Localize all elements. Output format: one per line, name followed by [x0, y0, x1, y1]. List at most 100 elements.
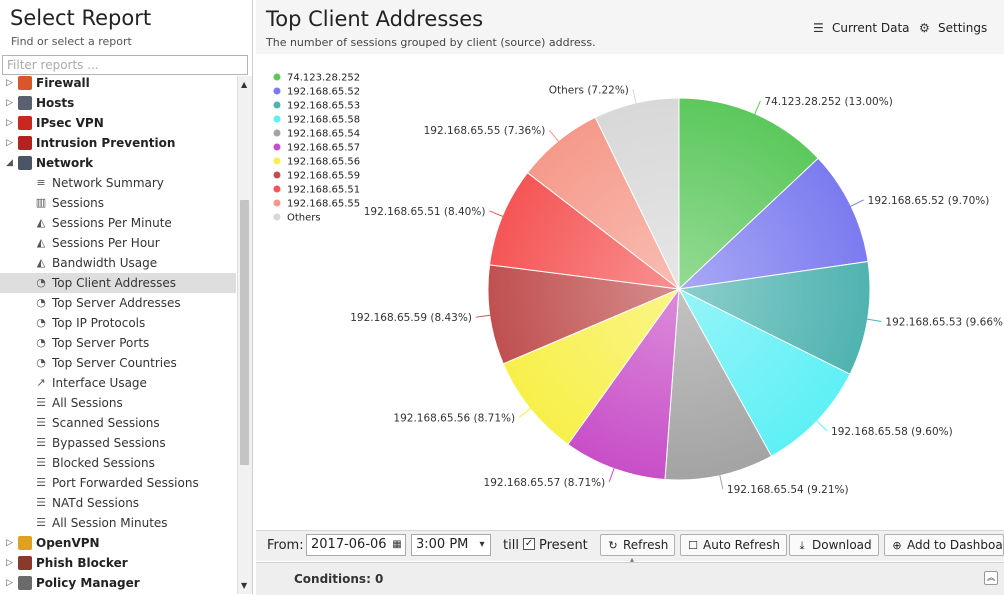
present-label: Present [539, 538, 588, 553]
auto-refresh-button[interactable]: ☐ Auto Refresh [680, 534, 787, 556]
scroll-up-icon[interactable]: ▲ [241, 80, 248, 89]
tree-report-item[interactable]: ☰ NATd Sessions [0, 493, 236, 513]
tree-category[interactable]: ▷ IPsec VPN [0, 113, 236, 133]
add-to-dashboard-label: Add to Dashboard [907, 538, 1003, 552]
tree-item-label: Sessions Per Hour [52, 236, 160, 250]
area-chart-icon: ◭ [36, 236, 46, 249]
tree-report-item[interactable]: ◔ Top Server Addresses [0, 293, 236, 313]
tree-item-label: Sessions Per Minute [52, 216, 172, 230]
legend-entry[interactable]: 192.168.65.58 [287, 115, 360, 126]
legend-marker[interactable] [273, 73, 281, 81]
chevron-down-icon[interactable]: ▾ [479, 539, 485, 550]
legend-marker[interactable] [273, 143, 281, 151]
firewall-icon [18, 76, 32, 90]
tree-report-item[interactable]: ☰ All Session Minutes [0, 513, 236, 533]
tree-report-item[interactable]: ☰ Bypassed Sessions [0, 433, 236, 453]
tree-report-item[interactable]: ◔ Top Server Ports [0, 333, 236, 353]
caret-right-icon[interactable]: ▷ [6, 118, 13, 128]
tree-item-label: Network Summary [52, 176, 164, 190]
caret-right-icon[interactable]: ▷ [6, 138, 13, 148]
slice-data-label: Others (7.22%) [549, 84, 629, 96]
caret-down-icon[interactable]: ◢ [6, 158, 13, 168]
tree-report-item[interactable]: ◭ Sessions Per Minute [0, 213, 236, 233]
pie-chart-icon: ◔ [36, 356, 46, 369]
caret-right-icon[interactable]: ▷ [6, 98, 13, 108]
tree-report-item[interactable]: ☰ Scanned Sessions [0, 413, 236, 433]
tree-report-item[interactable]: ≡ Network Summary [0, 173, 236, 193]
chart-area: 74.123.28.252 (13.00%) 192.168.65.52 (9.7… [256, 54, 1004, 528]
slice-data-label: 192.168.65.58 (9.60%) [831, 426, 953, 438]
tree-report-item[interactable]: ◭ Bandwidth Usage [0, 253, 236, 273]
add-to-dashboard-button[interactable]: ⊕ Add to Dashboard [884, 534, 1004, 556]
legend-marker[interactable] [273, 185, 281, 193]
tree-report-item[interactable]: ↗ Interface Usage [0, 373, 236, 393]
legend-entry[interactable]: 192.168.65.52 [287, 87, 360, 98]
legend-marker[interactable] [273, 115, 281, 123]
time-field[interactable]: 3:00 PM ▾ [411, 534, 491, 556]
legend-marker[interactable] [273, 199, 281, 207]
legend-entry[interactable]: 192.168.65.54 [287, 129, 360, 140]
conditions-panel[interactable]: Conditions: 0 ︽ [256, 562, 1004, 595]
tree-category[interactable]: ▷ Firewall [0, 76, 236, 93]
tree-category[interactable]: ▷ Phish Blocker [0, 553, 236, 573]
list-icon: ≡ [36, 176, 46, 189]
caret-right-icon[interactable]: ▷ [6, 558, 13, 568]
tree-category[interactable]: ▷ Policy Manager [0, 573, 236, 593]
legend-marker[interactable] [273, 157, 281, 165]
tree-category[interactable]: ▷ OpenVPN [0, 533, 236, 553]
tree-report-item[interactable]: ◔ Top Server Countries [0, 353, 236, 373]
legend-entry[interactable]: 192.168.65.53 [287, 101, 360, 112]
legend-entry[interactable]: 192.168.65.51 [287, 185, 360, 196]
legend-entry[interactable]: 192.168.65.55 [287, 199, 360, 210]
tree-report-item[interactable]: ☰ Port Forwarded Sessions [0, 473, 236, 493]
current-data-button[interactable]: ☰ Current Data [813, 20, 910, 36]
caret-right-icon[interactable]: ▷ [6, 78, 13, 88]
tree-item-label: Interface Usage [52, 376, 147, 390]
expand-icon[interactable]: ︽ [984, 571, 998, 585]
slice-label-connector [489, 210, 505, 218]
legend-entry[interactable]: 192.168.65.59 [287, 171, 360, 182]
network-icon [18, 156, 32, 170]
legend-entry[interactable]: 74.123.28.252 [287, 73, 360, 84]
caret-right-icon[interactable]: ▷ [6, 538, 13, 548]
scroll-down-icon[interactable]: ▼ [241, 581, 248, 590]
legend-marker[interactable] [273, 87, 281, 95]
splitter-handle[interactable]: ▴ [629, 555, 634, 564]
tree-report-item[interactable]: ☰ All Sessions [0, 393, 236, 413]
tree-category[interactable]: ▷ Intrusion Prevention [0, 133, 236, 153]
tree-category[interactable]: ◢ Network [0, 153, 236, 173]
tree-report-item[interactable]: ◔ Top IP Protocols [0, 313, 236, 333]
tree-report-item[interactable]: ◔ Top Client Addresses [0, 273, 236, 293]
legend-marker[interactable] [273, 171, 281, 179]
legend-marker[interactable] [273, 101, 281, 109]
phish-blocker-icon [18, 556, 32, 570]
tree-category[interactable]: ▷ Hosts [0, 93, 236, 113]
tree-report-item[interactable]: ☰ Blocked Sessions [0, 453, 236, 473]
download-label: Download [812, 538, 872, 552]
legend-marker[interactable] [273, 213, 281, 221]
slice-data-label: 192.168.65.53 (9.66%) [885, 316, 1004, 328]
tree-report-item[interactable]: ◭ Sessions Per Hour [0, 233, 236, 253]
refresh-button[interactable]: ↻ Refresh [600, 534, 676, 556]
legend-entry[interactable]: 192.168.65.56 [287, 157, 360, 168]
legend-marker[interactable] [273, 129, 281, 137]
download-button[interactable]: ⤓ Download [789, 534, 879, 556]
till-label: till [503, 538, 519, 553]
list-icon: ☰ [36, 516, 46, 529]
time-value: 3:00 PM [416, 537, 469, 552]
calendar-icon[interactable]: ▦ [392, 539, 402, 550]
legend-entry[interactable]: Others [287, 213, 321, 224]
caret-right-icon[interactable]: ▷ [6, 578, 13, 588]
filter-reports-input[interactable] [2, 55, 248, 75]
list-icon: ☰ [36, 456, 46, 469]
tree-report-item[interactable]: ▥ Sessions [0, 193, 236, 213]
legend-entry[interactable]: 192.168.65.57 [287, 143, 360, 154]
date-field[interactable]: 2017-06-06 ▦ [306, 534, 406, 556]
list-icon: ☰ [36, 396, 46, 409]
settings-button[interactable]: ⚙ Settings [919, 20, 987, 36]
present-checkbox[interactable]: ✓ [523, 538, 535, 550]
tree-item-label: OpenVPN [36, 536, 100, 550]
tree-scrollbar[interactable]: ▲ ▼ [237, 76, 252, 594]
tree-item-label: Top Server Addresses [52, 296, 181, 310]
scrollbar-thumb[interactable] [240, 200, 249, 465]
